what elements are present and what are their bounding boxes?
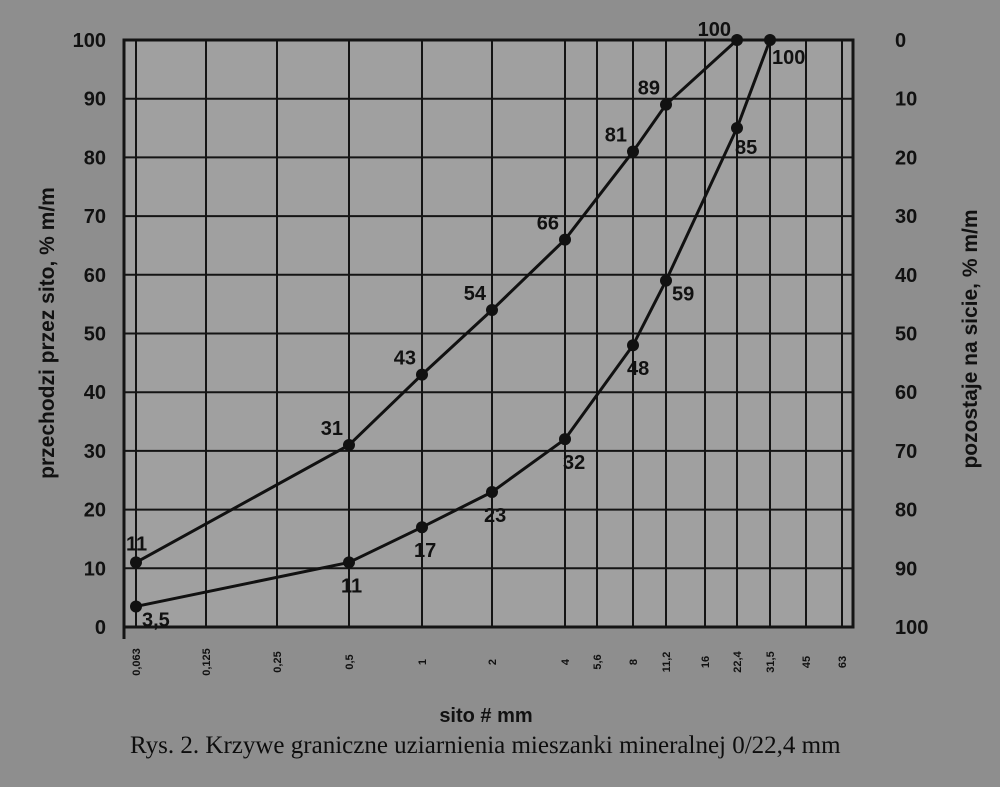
data-label: 66 xyxy=(537,213,559,235)
y-tick-label-right: 0 xyxy=(895,30,906,52)
data-label: 85 xyxy=(735,137,757,159)
data-point xyxy=(486,304,498,317)
x-tick-label: 11,2 xyxy=(661,652,673,673)
x-tick-label: 63 xyxy=(837,656,849,668)
y-axis-title-left: przechodzi przez sito, % m/m xyxy=(36,187,59,479)
data-point xyxy=(559,233,571,246)
y-tick-label-right: 100 xyxy=(895,617,928,639)
y-tick-label-left: 90 xyxy=(84,89,106,111)
data-point xyxy=(627,145,639,158)
x-tick-label: 0,5 xyxy=(344,654,356,669)
x-tick-label: 2 xyxy=(487,659,499,665)
y-tick-label-right: 20 xyxy=(895,147,917,169)
x-tick-label: 31,5 xyxy=(765,651,777,672)
data-label: 11 xyxy=(126,533,147,555)
data-label: 100 xyxy=(772,47,805,69)
y-axis-title-right: pozostaje na sicie, % m/m xyxy=(959,209,982,468)
x-tick-label: 0,125 xyxy=(201,648,213,676)
y-tick-label-left: 80 xyxy=(84,147,106,169)
data-label: 3,5 xyxy=(142,609,170,631)
data-label: 11 xyxy=(341,575,362,597)
y-tick-label-left: 100 xyxy=(73,30,106,52)
data-label: 81 xyxy=(605,125,627,147)
data-label: 59 xyxy=(672,284,694,306)
data-label: 100 xyxy=(698,19,731,41)
y-tick-label-right: 60 xyxy=(895,382,917,404)
x-tick-label: 22,4 xyxy=(732,650,744,672)
data-label: 54 xyxy=(464,283,487,305)
y-tick-label-right: 90 xyxy=(895,558,917,580)
data-point xyxy=(731,34,743,46)
figure-caption: Rys. 2. Krzywe graniczne uziarnienia mie… xyxy=(130,732,841,759)
y-tick-label-right: 50 xyxy=(895,324,917,346)
data-point xyxy=(764,34,776,46)
y-tick-label-left: 0 xyxy=(95,617,106,639)
series-line-1 xyxy=(135,38,739,564)
x-tick-label: 16 xyxy=(700,656,712,668)
y-tick-label-left: 60 xyxy=(84,265,106,287)
y-tick-label-right: 10 xyxy=(895,89,917,111)
data-point xyxy=(731,122,743,135)
x-axis-title: sito # mm xyxy=(439,705,532,727)
y-tick-label-right: 40 xyxy=(895,265,917,287)
y-tick-label-right: 80 xyxy=(895,500,917,522)
x-tick-label: 0,25 xyxy=(272,651,284,672)
data-label: 17 xyxy=(414,540,436,562)
y-tick-label-left: 10 xyxy=(84,558,106,580)
y-tick-label-right: 30 xyxy=(895,206,917,228)
x-tick-label: 8 xyxy=(628,659,640,665)
x-tick-label: 4 xyxy=(560,658,572,665)
data-label: 31 xyxy=(321,418,343,440)
x-tick-labels: 0,063 0,125 0,25 0,5 1 2 4 5,6 8 11,2 16 22,4 31,5 45… xyxy=(131,648,849,676)
y-tick-label-left: 70 xyxy=(84,206,106,228)
data-point xyxy=(627,339,639,352)
y-tick-label-left: 40 xyxy=(84,382,106,404)
data-point xyxy=(130,600,142,613)
y-tick-labels-left: 0 10 20 30 40 50 60 70 80 90 100 xyxy=(73,30,106,639)
data-label: 43 xyxy=(394,348,416,370)
data-point xyxy=(660,274,672,287)
data-point xyxy=(660,98,672,111)
data-point xyxy=(416,521,428,534)
data-label: 48 xyxy=(627,358,649,380)
data-point xyxy=(343,439,355,452)
data-point xyxy=(130,556,142,569)
y-tick-label-left: 30 xyxy=(84,441,106,463)
y-tick-label-left: 50 xyxy=(84,324,106,346)
data-label: 23 xyxy=(484,505,506,527)
data-point xyxy=(559,433,571,446)
x-tick-label: 5,6 xyxy=(592,654,604,669)
data-label: 32 xyxy=(563,452,585,474)
data-point xyxy=(416,368,428,381)
data-points xyxy=(130,34,776,613)
data-point xyxy=(486,485,498,498)
x-tick-label: 45 xyxy=(801,656,813,668)
x-tick-label: 0,063 xyxy=(131,648,143,676)
data-label: 89 xyxy=(638,78,660,100)
y-tick-label-right: 70 xyxy=(895,441,917,463)
y-tick-label-left: 20 xyxy=(84,500,106,522)
data-labels: 11 31 43 54 66 81 89 100 3,5 11 17 23 32 48 59 85 100 xyxy=(126,19,805,631)
data-point xyxy=(343,556,355,569)
x-tick-label: 1 xyxy=(417,659,429,665)
